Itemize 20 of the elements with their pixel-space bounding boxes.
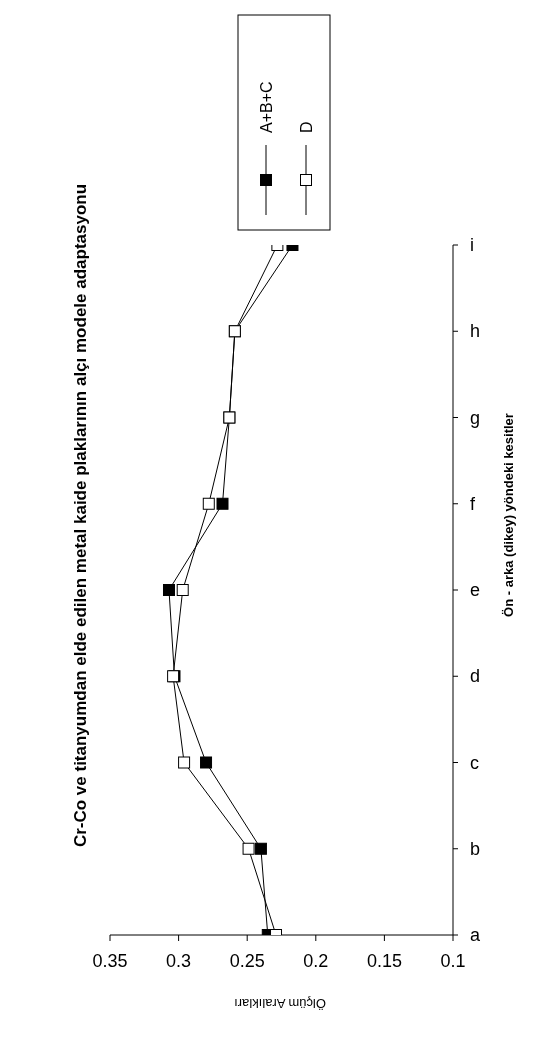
y-tick-label: g: [470, 407, 481, 428]
text: Cr-Co ve titanyumdan elde edilen metal kaide plaklarının alçı modele adaptasyonu: [70, 183, 90, 848]
y-tick-label: i: [470, 235, 474, 255]
x-tick-label: 0.1: [440, 951, 466, 971]
y-tick-label: f: [470, 493, 476, 514]
y-tick-label: d: [470, 666, 481, 687]
x-tick-label: 0.35: [92, 951, 128, 971]
x-tick-label: 0.3: [166, 951, 192, 971]
y-axis-title: Ön - arka (dikey) yöndeki kesitler: [500, 413, 516, 617]
x-axis-title: Ölçüm Aralıkları: [234, 995, 326, 1011]
y-tick-label: h: [470, 321, 481, 342]
x-tick-label: 0.2: [303, 951, 329, 971]
y-tick-label: a: [470, 925, 481, 945]
y-tick-label: b: [470, 838, 481, 859]
y-tick-label: e: [470, 580, 481, 600]
x-tick-label: 0.25: [229, 951, 265, 971]
text: D: [297, 121, 315, 133]
x-tick-label: 0.15: [366, 951, 402, 971]
y-tick-label: c: [470, 752, 479, 773]
text: A+B+C: [257, 81, 275, 133]
